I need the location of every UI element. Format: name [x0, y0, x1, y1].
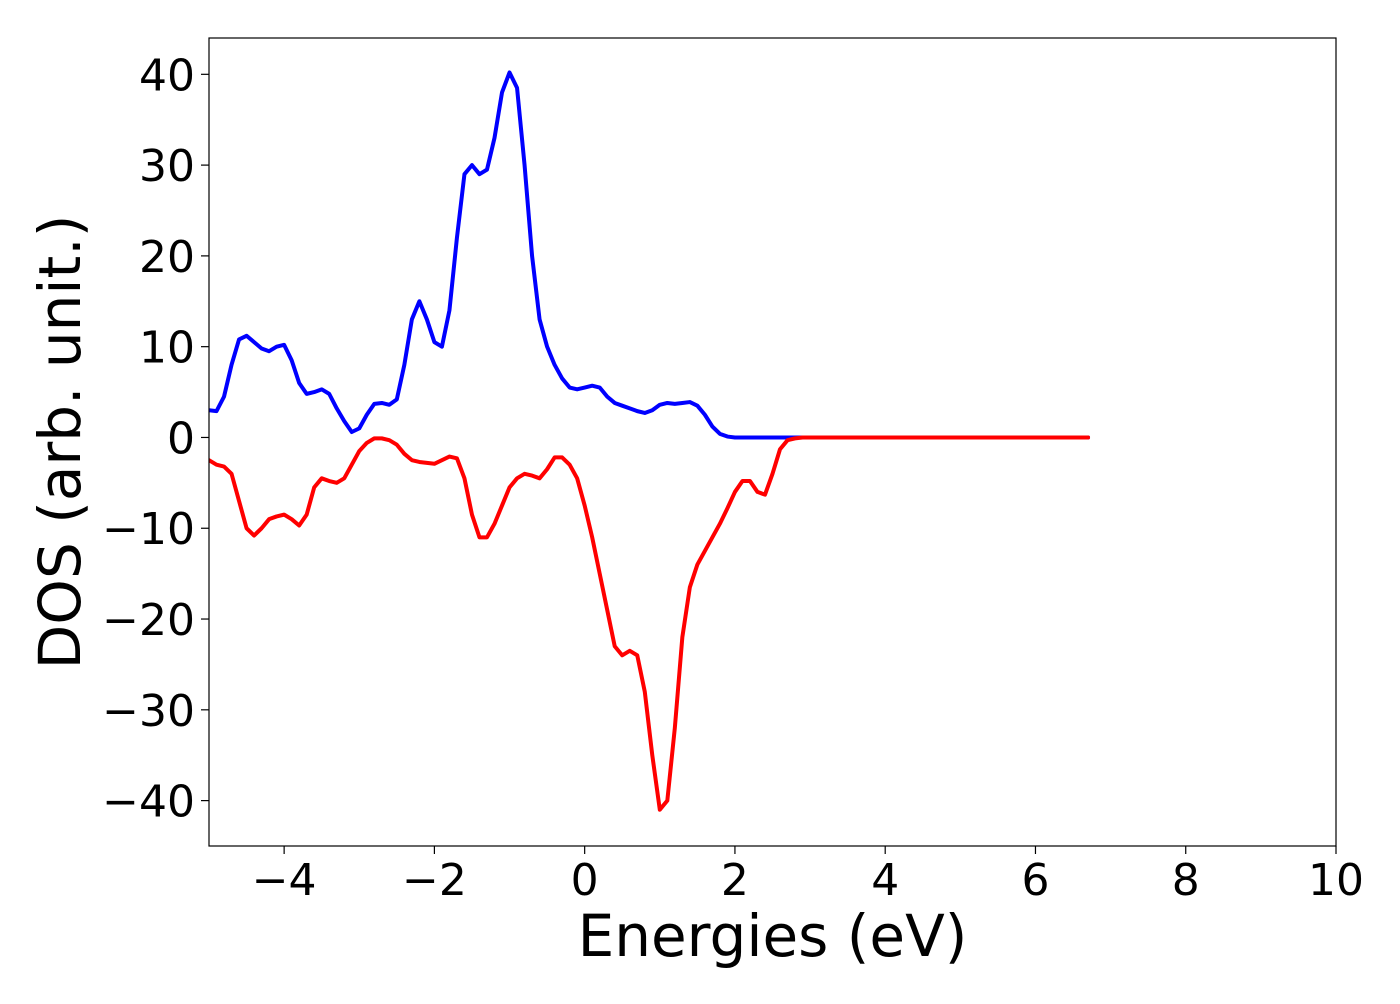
series-line-2: [209, 435, 1091, 812]
y-tick-label: 0: [167, 413, 195, 464]
y-axis: 40 30 20 10 0 −10 −20 −30 −40: [102, 50, 209, 828]
x-tick-label: −4: [252, 855, 317, 906]
x-tick-label: 4: [871, 855, 899, 906]
y-tick-label: −30: [102, 686, 195, 737]
y-tick-label: 30: [139, 141, 195, 192]
x-tick-label: 6: [1021, 855, 1049, 906]
x-tick-label: 2: [721, 855, 749, 906]
x-tick-label: −2: [402, 855, 467, 906]
y-tick-label: 10: [139, 323, 195, 374]
y-tick-label: −20: [102, 595, 195, 646]
x-axis-title: Energies (eV): [578, 902, 968, 970]
x-tick-label: 8: [1172, 855, 1200, 906]
x-axis: −4 −2 0 2 4 6 8 10: [252, 846, 1364, 906]
x-tick-label: 0: [571, 855, 599, 906]
x-tick-label: 10: [1308, 855, 1364, 906]
series-line-1: [209, 70, 1091, 440]
y-tick-label: −40: [102, 777, 195, 828]
series-layer: [209, 70, 1091, 812]
plot-background: [209, 38, 1336, 846]
y-axis-title: DOS (arb. unit.): [26, 215, 94, 670]
plot-frame: [208, 37, 1337, 847]
y-tick-label: 40: [139, 50, 195, 101]
y-tick-label: −10: [102, 504, 195, 555]
y-tick-label: 20: [139, 232, 195, 283]
